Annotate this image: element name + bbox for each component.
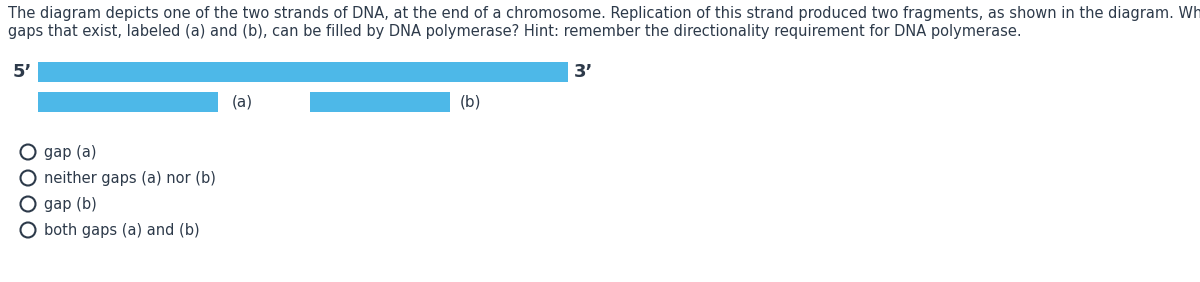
Text: both gaps (a) and (b): both gaps (a) and (b) — [44, 222, 200, 237]
Bar — [310, 92, 450, 112]
Text: gaps that exist, labeled (a) and (b), can be filled by DNA polymerase? Hint: rem: gaps that exist, labeled (a) and (b), ca… — [8, 24, 1021, 39]
Text: (b): (b) — [460, 94, 481, 109]
Bar — [38, 92, 218, 112]
Text: gap (b): gap (b) — [44, 197, 97, 212]
Text: (a): (a) — [232, 94, 253, 109]
Text: The diagram depicts one of the two strands of DNA, at the end of a chromosome. R: The diagram depicts one of the two stran… — [8, 6, 1200, 21]
Text: gap (a): gap (a) — [44, 144, 97, 160]
Bar — [38, 62, 568, 82]
Text: 3’: 3’ — [574, 63, 593, 81]
Text: neither gaps (a) nor (b): neither gaps (a) nor (b) — [44, 171, 216, 186]
Text: 5’: 5’ — [13, 63, 32, 81]
